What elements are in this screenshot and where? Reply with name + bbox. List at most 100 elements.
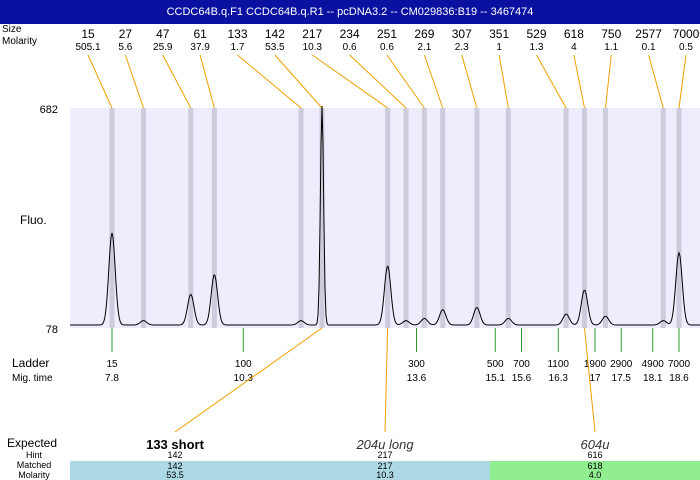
expected-label: Expected xyxy=(7,436,57,450)
ladder-time-500: 15.1 xyxy=(486,373,506,384)
ladder-size-7000: 7000 xyxy=(668,359,691,370)
expected-hint-2: 217 xyxy=(377,450,392,460)
ladder-time-2900: 17.5 xyxy=(612,373,632,384)
molarity-label: Molarity xyxy=(2,36,37,47)
expected-hint-3: 616 xyxy=(587,450,602,460)
ladder-size-500: 500 xyxy=(487,359,504,370)
expected-connector-3 xyxy=(584,327,596,433)
molarity-row-label: Molarity xyxy=(18,470,50,480)
expected-hint-1: 142 xyxy=(167,450,182,460)
peak-band-7000 xyxy=(676,108,682,328)
size-label: Size xyxy=(2,24,22,35)
fluorescence-trace xyxy=(70,105,700,326)
peak-connector-142 xyxy=(274,54,323,109)
peak-molarity-133: 1.7 xyxy=(231,42,245,53)
expected-matched-2: 217 xyxy=(377,461,392,471)
y-tick-max: 682 xyxy=(40,104,58,116)
ladder-time-100: 10.3 xyxy=(234,373,254,384)
peak-connector-133 xyxy=(237,54,302,109)
peak-molarity-217: 10.3 xyxy=(303,42,323,53)
expected-connector-1 xyxy=(174,327,323,433)
peak-connector-750 xyxy=(605,54,612,109)
mig-time-label: Mig. time xyxy=(12,373,53,384)
peak-band-750 xyxy=(603,108,608,328)
peak-molarity-15: 505.1 xyxy=(75,42,100,53)
peak-size-27: 27 xyxy=(119,27,133,41)
peak-connector-27 xyxy=(124,54,144,109)
peak-size-351: 351 xyxy=(489,27,509,41)
expected-connector-2 xyxy=(384,327,389,433)
peak-size-142: 142 xyxy=(265,27,285,41)
peak-molarity-61: 37.9 xyxy=(190,42,210,53)
peak-molarity-351: 1 xyxy=(496,42,502,53)
expected-bar-blue xyxy=(70,461,490,480)
peak-size-7000: 7000 xyxy=(673,27,700,41)
peak-molarity-269: 2.1 xyxy=(417,42,431,53)
peak-molarity-27: 5.6 xyxy=(118,42,132,53)
peak-molarity-529: 1.3 xyxy=(530,42,544,53)
peak-band-618 xyxy=(582,108,587,328)
peak-size-251: 251 xyxy=(377,27,397,41)
peak-size-2577: 2577 xyxy=(635,27,662,41)
peak-connector-269 xyxy=(423,54,444,109)
peak-band-47 xyxy=(188,108,194,328)
peak-band-529 xyxy=(563,108,569,328)
peak-band-269 xyxy=(440,108,446,328)
ladder-time-15: 7.8 xyxy=(105,373,119,384)
peak-molarity-234: 0.6 xyxy=(343,42,357,53)
peak-connector-307 xyxy=(461,54,478,109)
peak-size-47: 47 xyxy=(156,27,170,41)
ladder-time-700: 15.6 xyxy=(512,373,532,384)
peak-band-27 xyxy=(141,108,146,328)
ladder-time-4900: 18.1 xyxy=(643,373,663,384)
matched-label: Matched xyxy=(17,460,52,470)
peak-connector-2577 xyxy=(648,54,664,109)
peak-band-351 xyxy=(505,108,511,328)
peak-band-133 xyxy=(298,108,304,328)
peak-connector-251 xyxy=(386,54,425,109)
ladder-size-2900: 2900 xyxy=(610,359,633,370)
expected-molarity-1: 53.5 xyxy=(166,470,184,480)
peak-size-269: 269 xyxy=(414,27,434,41)
peak-size-618: 618 xyxy=(564,27,584,41)
peak-size-217: 217 xyxy=(302,27,322,41)
peak-size-234: 234 xyxy=(340,27,360,41)
peak-molarity-142: 53.5 xyxy=(265,42,285,53)
expected-molarity-2: 10.3 xyxy=(376,470,394,480)
ladder-size-1100: 1100 xyxy=(547,359,569,370)
peak-connector-351 xyxy=(498,54,509,109)
expected-molarity-3: 4.0 xyxy=(589,470,602,480)
ladder-time-1900: 17 xyxy=(589,373,601,384)
plot-area xyxy=(70,108,700,328)
peak-molarity-251: 0.6 xyxy=(380,42,394,53)
peak-size-307: 307 xyxy=(452,27,472,41)
ladder-size-4900: 4900 xyxy=(642,359,665,370)
peak-size-529: 529 xyxy=(526,27,546,41)
peak-molarity-750: 1.1 xyxy=(604,42,618,53)
chart-title: CCDC64B.q.F1 CCDC64B.q.R1 -- pcDNA3.2 --… xyxy=(0,0,700,24)
ladder-size-1900: 1900 xyxy=(584,359,607,370)
peak-connector-15 xyxy=(87,54,113,109)
y-tick-min: 78 xyxy=(46,324,58,336)
peak-band-234 xyxy=(403,108,409,328)
y-axis-label: Fluo. xyxy=(20,213,47,227)
ladder-size-15: 15 xyxy=(106,359,118,370)
peak-connector-529 xyxy=(536,54,567,109)
peak-molarity-2577: 0.1 xyxy=(642,42,656,53)
peak-connector-217 xyxy=(311,54,388,109)
peak-band-15 xyxy=(109,108,115,328)
peak-molarity-307: 2.3 xyxy=(455,42,469,53)
ladder-time-7000: 18.6 xyxy=(669,373,689,384)
peak-band-307 xyxy=(474,108,480,328)
ladder-time-300: 13.6 xyxy=(407,373,427,384)
peak-molarity-47: 25.9 xyxy=(153,42,173,53)
expected-matched-1: 142 xyxy=(167,461,182,471)
peak-molarity-618: 4 xyxy=(571,42,577,53)
expected-bar-green xyxy=(490,461,700,480)
ladder-size-100: 100 xyxy=(235,359,252,370)
expected-product-2: 204u long xyxy=(355,437,414,452)
peak-molarity-7000: 0.5 xyxy=(679,42,693,53)
peak-size-15: 15 xyxy=(81,27,95,41)
peak-connector-234 xyxy=(349,54,407,109)
